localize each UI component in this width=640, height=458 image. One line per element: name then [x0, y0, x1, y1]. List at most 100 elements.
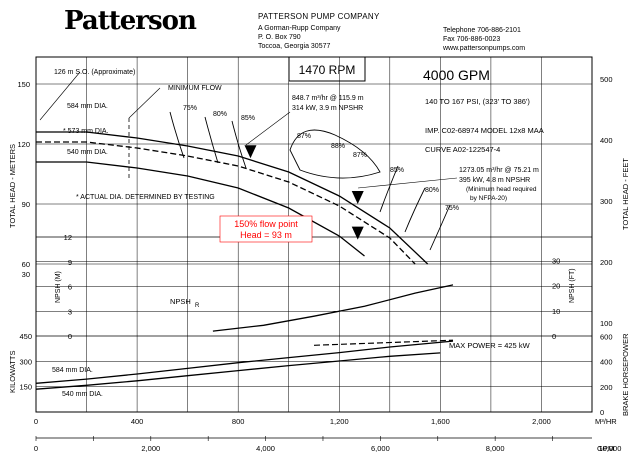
- npsh-m-tick-label: 12: [64, 233, 72, 242]
- right-head-axis-title: TOTAL HEAD - FEET: [621, 158, 630, 230]
- rated-point-leader: [357, 177, 458, 189]
- npsh-m-axis-title: NPSH (M): [55, 271, 62, 303]
- npsh-ft-axis-title: NPSH (FT): [569, 268, 576, 303]
- axis-tick-labels: 0 400 800 1,200 1,600 2,000 0 2,000 4,000 6,000 8,…: [17, 75, 621, 453]
- eff-left-75: 75%: [183, 105, 197, 112]
- eff-top-88: 88%: [331, 143, 345, 150]
- npsh-ft-tick-label: 0: [552, 332, 556, 341]
- max-power-line: [313, 339, 454, 346]
- eff-top-87a: 87%: [297, 133, 311, 140]
- eff-right-75: 75%: [445, 205, 459, 212]
- head-ft-tick-label: 500: [600, 75, 613, 84]
- efficiency-contour: [231, 120, 247, 169]
- rated-point-line-3: (Minimum head required: [466, 186, 537, 193]
- power-curve: [35, 340, 454, 384]
- bep-line-2: 314 kW, 3.9 m NPSHR: [292, 105, 363, 112]
- chart-curves: [35, 71, 458, 390]
- bep-line-1: 848.7 m³/hr @ 115.9 m: [292, 95, 364, 102]
- npshr-label: NPSH: [170, 297, 191, 306]
- gpm-tick-label: 2,000: [141, 444, 160, 453]
- power-540-label: 540 mm DIA.: [62, 391, 103, 398]
- m3hr-tick-label: 400: [131, 417, 144, 426]
- m3hr-tick-label: 1,600: [431, 417, 450, 426]
- npsh-ft-tick-label: 30: [552, 257, 560, 266]
- efficiency-88-contour: [289, 129, 381, 179]
- head-curve: [36, 131, 429, 265]
- head-curve: [36, 141, 416, 265]
- bhp-axis-title: BRAKE HORSEPOWER: [621, 333, 630, 416]
- operating-point-marker: [244, 145, 257, 159]
- flow150-line-2: Head = 93 m: [240, 230, 292, 240]
- company-logo: Patterson: [64, 6, 197, 36]
- npsh-m-tick-label: 0: [68, 332, 72, 341]
- company-city: Toccoa, Georgia 30577: [258, 43, 331, 50]
- head-ft-tick-100: 100: [600, 319, 613, 328]
- company-name: PATTERSON PUMP COMPANY: [258, 12, 380, 21]
- max-power-label: MAX POWER = 425 kW: [449, 341, 531, 350]
- head-m-tick-label: 150: [17, 80, 30, 89]
- npshr-subscript: R: [195, 303, 200, 309]
- m3hr-tick-label: 0: [34, 417, 38, 426]
- rpm-box: [288, 56, 366, 82]
- eff-right-85: 85%: [390, 167, 404, 174]
- kw-axis-title: KILOWATTS: [8, 350, 17, 393]
- head-m-tick-label: 120: [17, 140, 30, 149]
- head-m-tick-label: 90: [22, 200, 30, 209]
- eff-top-87b: 87%: [353, 152, 367, 159]
- gpm-tick-label: 6,000: [371, 444, 390, 453]
- m3hr-tick-label: 2,000: [532, 417, 551, 426]
- head-ft-tick-label: 300: [600, 197, 613, 206]
- curve-number: CURVE A02-122547-4: [425, 145, 500, 154]
- gpm-tick-label: 0: [34, 444, 38, 453]
- efficiency-contour: [379, 165, 399, 213]
- bhp-tick-label: 200: [600, 383, 613, 392]
- bhp-tick-label: 400: [600, 358, 613, 367]
- m3hr-tick-label: 800: [232, 417, 245, 426]
- bhp-tick-label: 600: [600, 332, 613, 341]
- kw-tick-label: 150: [19, 383, 32, 392]
- gpm-unit-label: GPM: [597, 444, 614, 453]
- gpm-tick-label: 10,000: [598, 444, 621, 453]
- operating-point-marker: [351, 226, 364, 240]
- kw-tick-label: 450: [19, 332, 32, 341]
- efficiency-contour: [169, 111, 185, 159]
- minimum-flow-leader: [128, 87, 161, 119]
- dia-540-label: 540 mm DIA.: [67, 149, 108, 156]
- head-ft-tick-label: 400: [600, 136, 613, 145]
- fax: Fax 706-886-0023: [443, 36, 501, 43]
- bhp-tick-label: 0: [600, 408, 604, 417]
- npsh-ft-tick-label: 10: [552, 307, 560, 316]
- impeller-model: IMP. C02-68974 MODEL 12x8 MAA: [425, 126, 544, 135]
- flow150-box: [219, 215, 313, 243]
- company-sub: A Gorman-Rupp Company: [258, 25, 341, 32]
- left-head-axis-title: TOTAL HEAD - METERS: [8, 144, 17, 228]
- eff-left-85: 85%: [241, 115, 255, 122]
- actual-dia-note: * ACTUAL DIA. DETERMINED BY TESTING: [76, 194, 215, 201]
- head-m-tick-30: 30: [22, 270, 30, 279]
- chart-marks: [244, 145, 364, 240]
- rated-point-line-4: by NFPA-20): [470, 195, 507, 202]
- telephone: Telephone 706-886-2101: [443, 27, 521, 34]
- website: www.pattersonpumps.com: [443, 45, 526, 52]
- rated-point-line-1: 1273.05 m³/hr @ 75.21 m: [459, 167, 539, 174]
- m3hr-tick-label: 1,200: [330, 417, 349, 426]
- head-curve: [36, 161, 365, 257]
- min-flow-label: MINIMUM FLOW: [168, 85, 222, 92]
- kw-tick-label: 300: [19, 357, 32, 366]
- shutoff-leader: [39, 71, 81, 121]
- efficiency-contour: [404, 187, 426, 233]
- bep-leader: [245, 111, 291, 146]
- npsh-m-tick-label: 6: [68, 283, 72, 292]
- gpm-tick-label: 4,000: [256, 444, 275, 453]
- efficiency-contour: [204, 116, 219, 164]
- npsh-m-tick-label: 3: [68, 307, 72, 316]
- rated-point-line-2: 395 kW, 4.8 m NPSHR: [459, 177, 530, 184]
- po-box: P. O. Box 790: [258, 34, 301, 41]
- shutoff-label: 126 m S.O. (Approximate): [54, 69, 135, 76]
- dia-573-label: * 573 mm DIA.: [63, 128, 109, 135]
- efficiency-contour: [429, 204, 451, 251]
- npsh-m-tick-label: 9: [68, 258, 72, 267]
- head-m-tick-label: 60: [22, 260, 30, 269]
- logo-text: Patterson: [64, 6, 197, 36]
